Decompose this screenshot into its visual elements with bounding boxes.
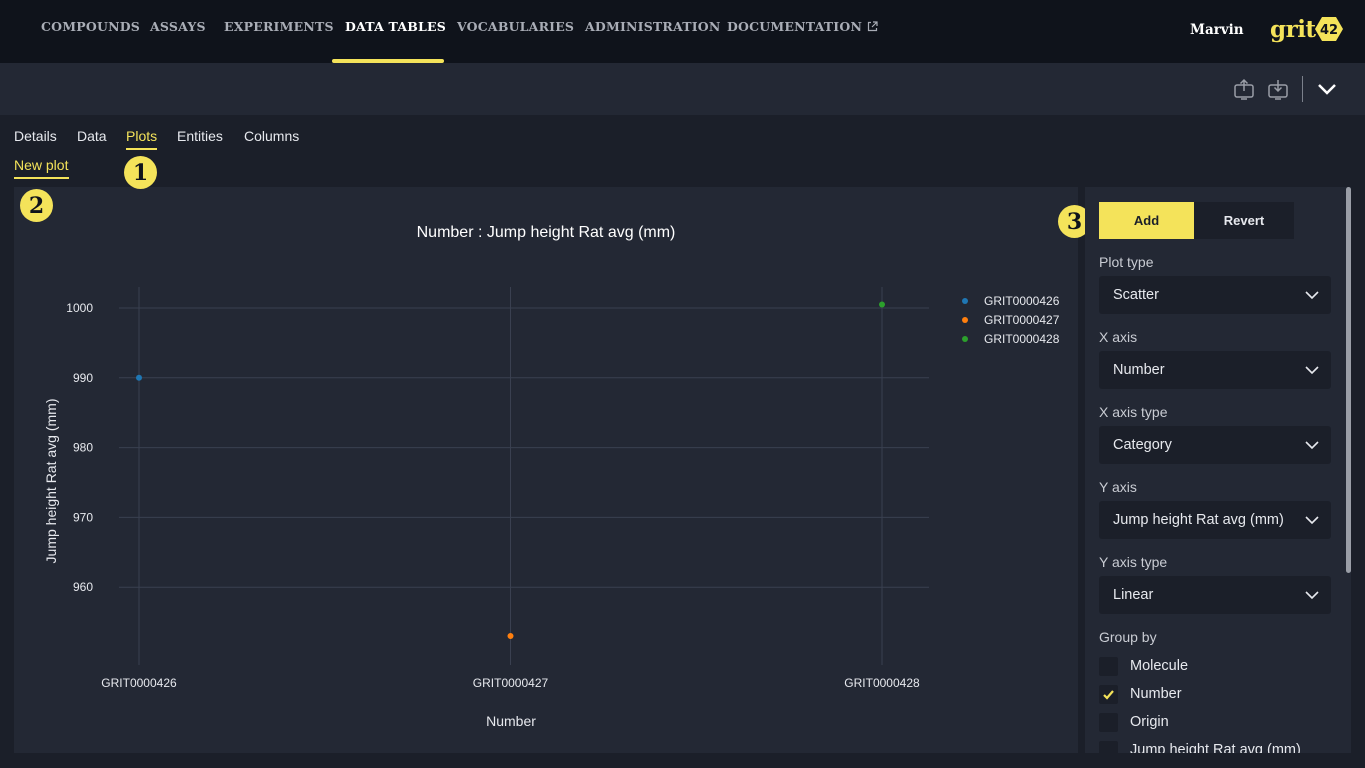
tab-entities[interactable]: Entities — [177, 128, 223, 144]
plot-panel: 960 970 980 990 1000 GRIT0000426 GRIT0000427 GR… — [14, 187, 1078, 753]
plot-type-label: Plot type — [1099, 254, 1154, 270]
top-navigation: COMPOUNDS ASSAYS EXPERIMENTS DATA TABLES… — [0, 0, 1365, 63]
legend-label: GRIT0000428 — [984, 332, 1060, 346]
y-tick-label: 970 — [73, 510, 93, 524]
tab-data[interactable]: Data — [77, 128, 107, 144]
plot-type-select[interactable]: Scatter — [1099, 276, 1331, 314]
tab-plots[interactable]: Plots — [126, 128, 158, 144]
svg-text:42: 42 — [1320, 23, 1338, 38]
x-tick-label: GRIT0000427 — [473, 676, 549, 690]
x-axis-title: Number — [486, 713, 536, 729]
y-axis-label: Y axis — [1099, 479, 1137, 495]
nav-compounds[interactable]: COMPOUNDS — [41, 19, 140, 34]
legend-marker — [962, 298, 968, 304]
legend-marker — [962, 336, 968, 342]
data-point — [136, 374, 142, 381]
subtab-active-indicator — [14, 177, 69, 179]
upload-icon[interactable] — [1232, 77, 1256, 101]
nav-active-indicator — [332, 59, 444, 63]
logo-text: grit — [1270, 15, 1316, 43]
y-tick-label: 980 — [73, 441, 93, 455]
chevron-down-icon[interactable] — [1315, 77, 1339, 101]
checkbox[interactable] — [1099, 741, 1118, 753]
nav-administration[interactable]: ADMINISTRATION — [585, 19, 721, 34]
plot-type-value: Scatter — [1113, 287, 1159, 303]
plot-settings-panel: Add Revert Plot type Scatter X axis Numb… — [1085, 187, 1351, 753]
y-axis-type-value: Linear — [1113, 587, 1154, 603]
group-by-number[interactable]: Number — [1099, 684, 1339, 704]
x-tick-label: GRIT0000428 — [844, 676, 920, 690]
group-by-origin[interactable]: Origin — [1099, 712, 1339, 732]
app-logo[interactable]: grit 42 — [1270, 14, 1344, 44]
x-axis-type-label: X axis type — [1099, 404, 1168, 420]
nav-data-tables[interactable]: DATA TABLES — [345, 19, 446, 34]
x-axis-type-select[interactable]: Category — [1099, 426, 1331, 464]
step-marker-2: 2 — [20, 189, 53, 222]
group-by-molecule[interactable]: Molecule — [1099, 656, 1339, 676]
tab-details[interactable]: Details — [14, 128, 57, 144]
scatter-chart[interactable]: 960 970 980 990 1000 GRIT0000426 GRIT0000427 GR… — [14, 187, 1078, 753]
chevron-down-icon — [1305, 366, 1319, 375]
chart-title: Number : Jump height Rat avg (mm) — [417, 224, 676, 241]
tab-active-indicator — [126, 148, 157, 150]
chevron-down-icon — [1305, 516, 1319, 525]
chevron-down-icon — [1305, 591, 1319, 600]
y-axis-select[interactable]: Jump height Rat avg (mm) — [1099, 501, 1331, 539]
x-axis-type-value: Category — [1113, 437, 1172, 453]
revert-button[interactable]: Revert — [1194, 202, 1294, 239]
toolbar — [0, 63, 1365, 115]
group-by-jump-height[interactable]: Jump height Rat avg (mm) — [1099, 740, 1339, 753]
nav-assays[interactable]: ASSAYS — [150, 19, 206, 34]
group-by-label: Group by — [1099, 629, 1157, 645]
tab-columns[interactable]: Columns — [244, 128, 300, 144]
checkbox-label: Origin — [1130, 714, 1169, 730]
x-tick-label: GRIT0000426 — [101, 676, 177, 690]
y-tick-label: 960 — [73, 580, 93, 594]
checkbox[interactable] — [1099, 713, 1118, 732]
add-button[interactable]: Add — [1099, 202, 1194, 239]
y-axis-type-label: Y axis type — [1099, 554, 1168, 570]
y-axis-title: Jump height Rat avg (mm) — [43, 399, 59, 564]
x-axis-select[interactable]: Number — [1099, 351, 1331, 389]
subtab-new-plot[interactable]: New plot — [14, 157, 69, 173]
scrollbar-thumb[interactable] — [1346, 187, 1351, 573]
checkbox-label: Molecule — [1130, 658, 1189, 674]
external-link-icon — [867, 21, 878, 32]
toolbar-divider — [1302, 76, 1303, 102]
x-axis-label: X axis — [1099, 329, 1138, 345]
x-axis-value: Number — [1113, 362, 1165, 378]
y-axis-type-select[interactable]: Linear — [1099, 576, 1331, 614]
nav-experiments[interactable]: EXPERIMENTS — [224, 19, 334, 34]
legend-marker — [962, 317, 968, 323]
checkbox[interactable] — [1099, 685, 1118, 704]
y-axis-value: Jump height Rat avg (mm) — [1113, 512, 1284, 528]
data-point — [879, 301, 885, 308]
logo-badge: 42 — [1314, 17, 1343, 41]
y-tick-label: 1000 — [66, 301, 93, 315]
checkbox-label: Jump height Rat avg (mm) — [1130, 742, 1301, 753]
legend-label: GRIT0000426 — [984, 294, 1060, 308]
nav-documentation-label: DOCUMENTATION — [727, 19, 863, 34]
scrollbar-track[interactable] — [1352, 187, 1359, 753]
chevron-down-icon — [1305, 291, 1319, 300]
download-icon[interactable] — [1266, 77, 1290, 101]
y-tick-label: 990 — [73, 371, 93, 385]
legend-label: GRIT0000427 — [984, 313, 1060, 327]
step-marker-1: 1 — [124, 156, 157, 189]
data-point — [507, 633, 514, 640]
chevron-down-icon — [1305, 441, 1319, 450]
nav-documentation[interactable]: DOCUMENTATION — [727, 19, 878, 34]
checkbox-label: Number — [1130, 686, 1182, 702]
user-menu[interactable]: Marvin — [1190, 22, 1244, 38]
nav-vocabularies[interactable]: VOCABULARIES — [457, 19, 575, 34]
checkmark-icon — [1103, 690, 1114, 700]
checkbox[interactable] — [1099, 657, 1118, 676]
